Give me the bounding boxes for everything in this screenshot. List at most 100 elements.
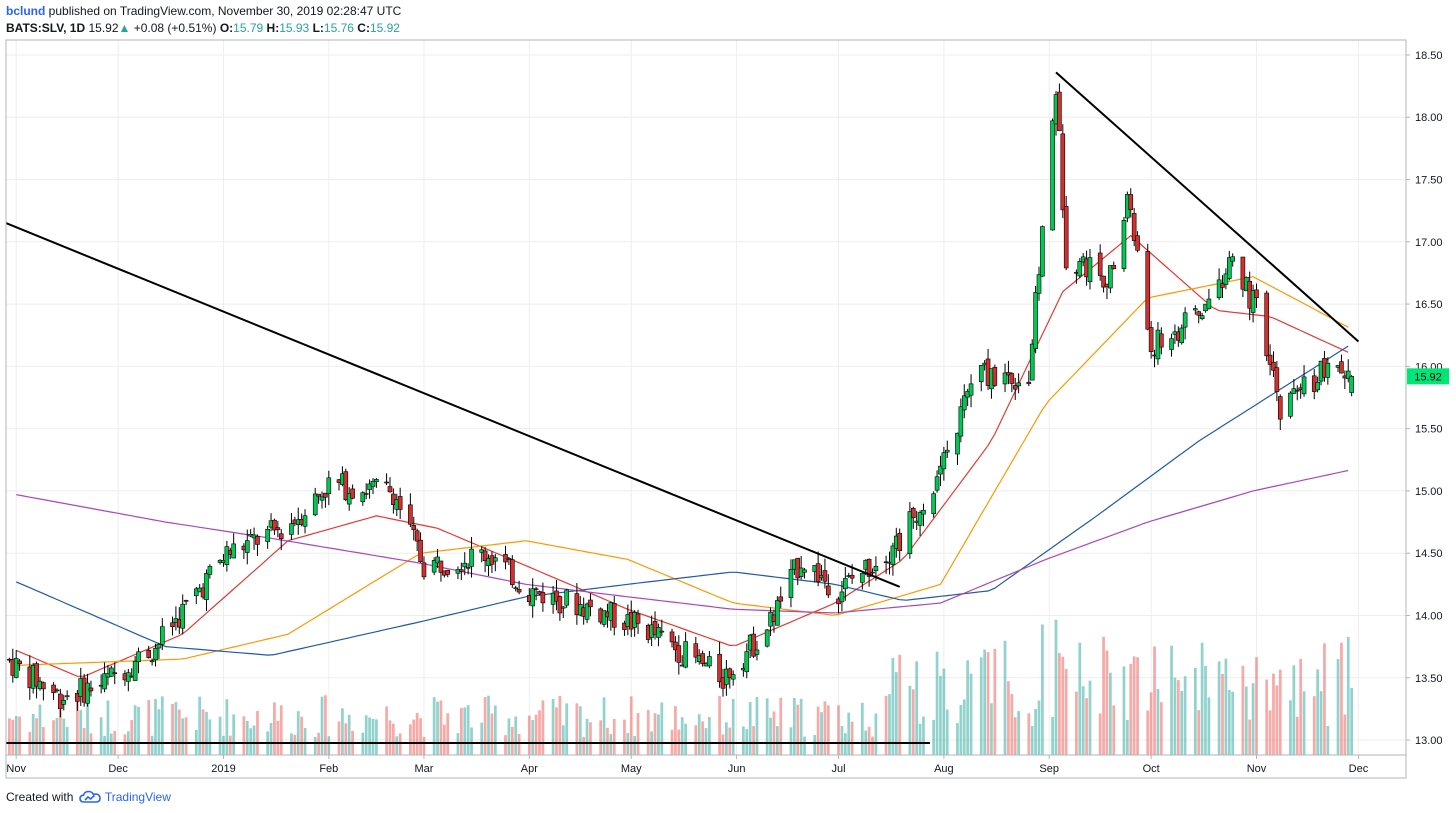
- candle: [506, 556, 512, 565]
- volume-bar: [419, 718, 422, 755]
- candle: [931, 491, 936, 518]
- volume-bar: [59, 709, 62, 755]
- time-axis[interactable]: Nov Dec 2019 Feb Mar Apr May Jun Jul Aug Sep Oct Nov…: [6, 755, 1369, 775]
- candle: [193, 586, 199, 605]
- candle-body: [513, 587, 519, 590]
- candle-body: [921, 509, 926, 515]
- candle-body: [510, 559, 515, 585]
- candle: [384, 473, 389, 486]
- candle-body: [431, 560, 437, 573]
- candle: [941, 446, 947, 481]
- volume-bar: [1146, 710, 1150, 755]
- candle: [387, 477, 393, 493]
- volume-bar: [18, 716, 21, 755]
- candle-body: [408, 504, 413, 525]
- volume-bar: [908, 685, 912, 755]
- candle: [944, 440, 950, 459]
- volume-bar: [837, 705, 840, 755]
- volume-bar: [228, 735, 232, 755]
- candle-body: [961, 395, 967, 411]
- candle-body: [1227, 257, 1232, 279]
- volume-bar: [555, 707, 558, 755]
- candle: [438, 560, 444, 582]
- candle-body: [370, 480, 376, 487]
- candle-body: [34, 663, 39, 687]
- volume-bar: [296, 711, 300, 755]
- volume-bar: [612, 718, 616, 755]
- volume-bar: [1109, 672, 1112, 755]
- price-tick-label: 17.50: [1415, 175, 1443, 187]
- volume-bar: [623, 719, 626, 755]
- candle-body: [367, 483, 372, 490]
- candle: [1033, 286, 1038, 354]
- time-tick-label: Aug: [934, 763, 954, 775]
- candle-body: [224, 546, 230, 566]
- trendline: [1055, 71, 1360, 343]
- candle: [744, 643, 750, 679]
- trendlines[interactable]: [5, 71, 1360, 744]
- volume-bar: [466, 705, 470, 755]
- candle: [350, 484, 355, 500]
- candle: [160, 618, 165, 651]
- candle-body: [17, 660, 22, 665]
- candle-body: [778, 596, 784, 602]
- candle: [482, 546, 488, 573]
- candle: [1240, 256, 1246, 298]
- candle: [88, 680, 94, 697]
- candle-body: [1277, 396, 1283, 420]
- candle: [843, 567, 848, 601]
- candle-body: [506, 558, 512, 560]
- volume-bar: [364, 715, 368, 755]
- volume-bar: [371, 718, 375, 755]
- volume-bar: [969, 673, 973, 755]
- candle: [826, 574, 831, 599]
- candle: [126, 669, 131, 692]
- price-axis[interactable]: 13.0013.5014.0014.5015.0015.5016.0016.50…: [1406, 50, 1443, 747]
- candle: [564, 588, 569, 608]
- volume-bar: [1075, 691, 1078, 755]
- volume-bar: [1027, 713, 1031, 755]
- candle: [707, 650, 712, 669]
- volume-bar: [1054, 619, 1058, 755]
- candle: [700, 650, 705, 667]
- volume-bar: [1292, 665, 1296, 755]
- volume-bar: [636, 713, 640, 755]
- candle-body: [1026, 381, 1032, 385]
- candle: [533, 586, 539, 601]
- price-tick-label: 17.00: [1415, 237, 1443, 249]
- price-tick-label: 18.50: [1415, 50, 1443, 62]
- volume-bar: [582, 736, 586, 755]
- author-link[interactable]: bclund: [6, 4, 46, 18]
- candle-body: [897, 532, 902, 552]
- candle: [802, 567, 807, 579]
- candle: [1339, 354, 1344, 374]
- volume-bar: [409, 724, 412, 755]
- volume-bar: [653, 713, 657, 755]
- symbol-label[interactable]: BATS:SLV, 1D: [6, 21, 86, 35]
- volume-bar: [1085, 698, 1088, 755]
- trendline: [5, 222, 901, 588]
- candle: [421, 556, 427, 580]
- candle-body: [61, 699, 67, 705]
- volume-bar: [565, 703, 569, 755]
- candle: [870, 568, 875, 576]
- volume-bar: [205, 711, 208, 755]
- candle-body: [156, 644, 162, 649]
- volume-bar: [11, 719, 15, 755]
- candle: [244, 529, 250, 565]
- volume-bar: [65, 727, 69, 755]
- volume-bar: [1126, 719, 1129, 755]
- candle: [61, 694, 67, 711]
- candle-body: [360, 492, 366, 503]
- volume-bar: [538, 710, 541, 755]
- volume-bar: [1081, 686, 1085, 755]
- candle: [1108, 265, 1113, 294]
- volume-bar: [171, 703, 174, 755]
- volume-bar: [79, 710, 83, 755]
- tradingview-link[interactable]: TradingView: [104, 790, 171, 804]
- volume-bar: [1319, 691, 1323, 755]
- candle: [540, 582, 546, 612]
- volume-bar: [1221, 673, 1224, 755]
- candle-body: [160, 626, 165, 645]
